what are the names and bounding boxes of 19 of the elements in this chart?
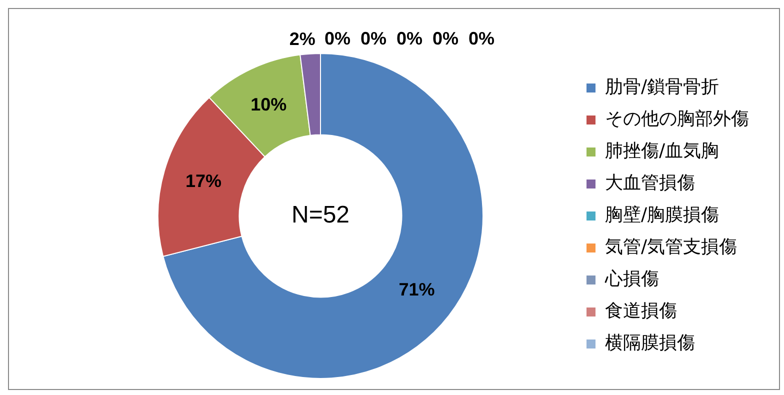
- legend-label: その他の胸部外傷: [605, 108, 749, 130]
- data-label: 17%: [185, 170, 222, 191]
- legend-label: 気管/気管支損傷: [605, 236, 738, 258]
- text: 0%: [432, 28, 459, 48]
- legend-label: 心損傷: [604, 268, 659, 290]
- legend-label: 横隔膜損傷: [605, 332, 695, 354]
- data-label: 10%: [250, 94, 287, 115]
- text: 0%: [324, 28, 351, 48]
- data-label: 2%: [289, 28, 316, 49]
- text: 0%: [396, 28, 423, 48]
- text: 0%: [360, 28, 387, 48]
- legend-label: 肋骨/鎖骨骨折: [605, 76, 720, 98]
- legend-label: 食道損傷: [605, 300, 677, 322]
- data-label: 71%: [398, 280, 435, 300]
- legend-label: 大血管損傷: [605, 172, 695, 194]
- text: 0%: [468, 28, 495, 48]
- legend-label: 胸壁/胸膜損傷: [605, 204, 720, 226]
- legend-label: 肺挫傷/血気胸: [605, 140, 720, 162]
- text: N=52: [291, 202, 350, 229]
